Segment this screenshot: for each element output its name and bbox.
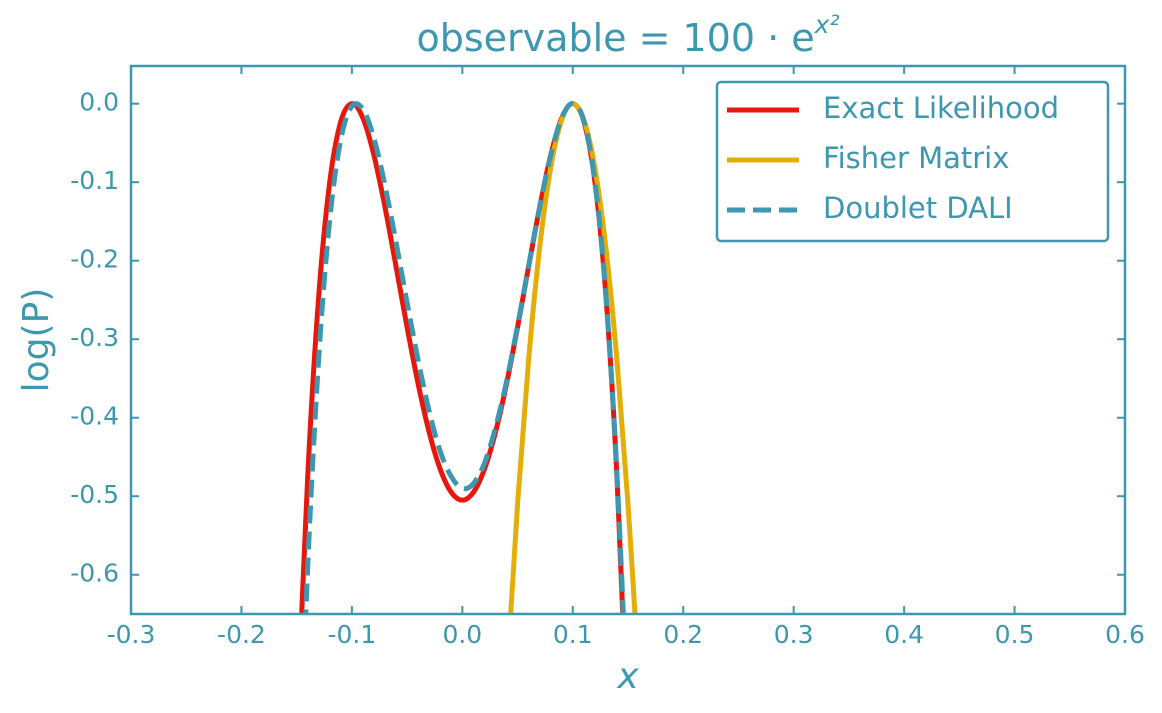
line-series bbox=[303, 101, 626, 614]
plot-area bbox=[299, 101, 638, 614]
title-text: observable = 100 · e bbox=[417, 16, 815, 60]
title-superscript: x² bbox=[814, 10, 840, 39]
y-tick-label: -0.2 bbox=[70, 245, 119, 274]
x-tick-label: 0.5 bbox=[995, 620, 1035, 649]
x-tick-label: 0.3 bbox=[774, 620, 814, 649]
y-tick-label: -0.4 bbox=[70, 402, 119, 431]
x-tick-label: 0.6 bbox=[1105, 620, 1145, 649]
y-tick-label: -0.3 bbox=[70, 323, 119, 352]
y-tick-label: -0.6 bbox=[70, 559, 119, 588]
chart-title: observable = 100 · ex² bbox=[417, 10, 840, 60]
x-tick-label: -0.3 bbox=[107, 620, 156, 649]
legend-label: Doublet DALI bbox=[823, 191, 1013, 225]
x-tick-label: 0.1 bbox=[553, 620, 593, 649]
axes: -0.3 -0.2 -0.1 0.0 0.1 0.2 0.3 0.4 0.5 0.6 0.0 -0.1… bbox=[70, 64, 1145, 649]
x-axis-label: x bbox=[616, 656, 639, 697]
line-series bbox=[507, 101, 638, 614]
legend: Exact Likelihood Fisher Matrix Doublet DAL… bbox=[715, 80, 1110, 243]
x-tick-label: -0.2 bbox=[217, 620, 266, 649]
x-tick-label: 0.2 bbox=[663, 620, 703, 649]
y-axis-label: log(P) bbox=[16, 288, 57, 393]
x-tick-label: 0.0 bbox=[442, 620, 482, 649]
plot-frame bbox=[129, 64, 1127, 616]
x-tick-label: 0.4 bbox=[884, 620, 924, 649]
y-tick-label: 0.0 bbox=[79, 88, 119, 117]
legend-box bbox=[715, 80, 1110, 243]
legend-label: Fisher Matrix bbox=[823, 141, 1009, 175]
x-tick-label: -0.1 bbox=[327, 620, 376, 649]
legend-label: Exact Likelihood bbox=[823, 91, 1059, 125]
y-tick-label: -0.1 bbox=[70, 166, 119, 195]
y-tick-label: -0.5 bbox=[70, 480, 119, 509]
